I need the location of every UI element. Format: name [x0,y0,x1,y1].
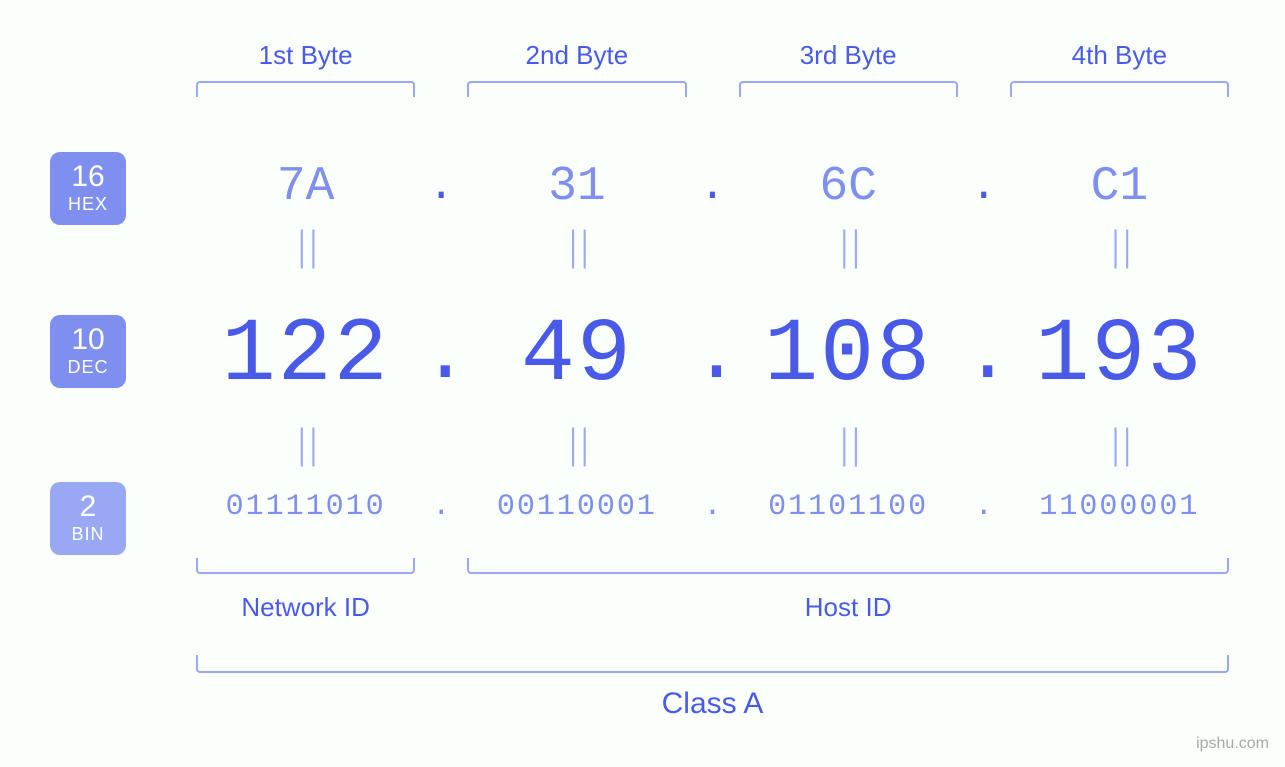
bin-byte-3: 01101100 [733,490,964,524]
dec-dot-2: . [693,311,733,402]
dec-byte-2: 49 [461,305,692,407]
row-dec: 122 . 49 . 108 . 193 [190,305,1235,407]
bracket-top-4 [1010,81,1229,97]
byte-header-4: 4th Byte [1004,40,1235,97]
dec-byte-4: 193 [1004,305,1235,407]
ip-diagram: 16 HEX 10 DEC 2 BIN 1st Byte 2nd Byte 3r… [0,0,1285,767]
badge-bin-label: BIN [50,524,126,545]
eq-2-4: || [1004,423,1235,471]
eq-2-1: || [190,423,421,471]
badge-dec: 10 DEC [50,315,126,388]
badge-hex-base: 16 [50,162,126,192]
byte-header-3: 3rd Byte [733,40,964,97]
row-hex: 7A . 31 . 6C . C1 [190,160,1235,214]
dec-byte-3: 108 [733,305,964,407]
dec-byte-1: 122 [190,305,421,407]
network-host-section: Network ID Host ID [190,558,1235,623]
badge-hex-label: HEX [50,194,126,215]
hex-dot-1: . [421,162,461,212]
hex-dot-3: . [964,162,1004,212]
bracket-top-3 [739,81,958,97]
bracket-top-1 [196,81,415,97]
badge-dec-base: 10 [50,325,126,355]
badge-hex: 16 HEX [50,152,126,225]
bracket-network [196,558,415,574]
bin-dot-1: . [421,490,461,524]
bin-dot-2: . [693,490,733,524]
bin-byte-4: 11000001 [1004,490,1235,524]
host-id-label: Host ID [461,592,1235,623]
eq-2-2: || [461,423,692,471]
badge-bin: 2 BIN [50,482,126,555]
byte-label-3: 3rd Byte [733,40,964,71]
bin-byte-2: 00110001 [461,490,692,524]
byte-label-1: 1st Byte [190,40,421,71]
bracket-host [467,558,1229,574]
bin-dot-3: . [964,490,1004,524]
bin-byte-1: 01111010 [190,490,421,524]
badge-dec-label: DEC [50,357,126,378]
equals-row-1: || || || || [190,234,1235,264]
byte-label-2: 2nd Byte [461,40,692,71]
row-bin: 01111010 . 00110001 . 01101100 . 1100000… [190,490,1235,524]
badge-bin-base: 2 [50,492,126,522]
hex-dot-2: . [693,162,733,212]
byte-header-2: 2nd Byte [461,40,692,97]
hex-byte-4: C1 [1004,160,1235,214]
eq-1-1: || [190,225,421,273]
watermark: ipshu.com [1196,735,1269,753]
bracket-class [196,655,1229,673]
byte-headers: 1st Byte 2nd Byte 3rd Byte 4th Byte [190,40,1235,97]
dec-dot-3: . [964,311,1004,402]
byte-label-4: 4th Byte [1004,40,1235,71]
class-section: Class A [190,655,1235,721]
eq-1-2: || [461,225,692,273]
bracket-top-2 [467,81,686,97]
hex-byte-2: 31 [461,160,692,214]
hex-byte-3: 6C [733,160,964,214]
class-label: Class A [190,687,1235,721]
eq-2-3: || [733,423,964,471]
eq-1-3: || [733,225,964,273]
network-id-label: Network ID [190,592,421,623]
eq-1-4: || [1004,225,1235,273]
hex-byte-1: 7A [190,160,421,214]
equals-row-2: || || || || [190,432,1235,462]
byte-header-1: 1st Byte [190,40,421,97]
dec-dot-1: . [421,311,461,402]
